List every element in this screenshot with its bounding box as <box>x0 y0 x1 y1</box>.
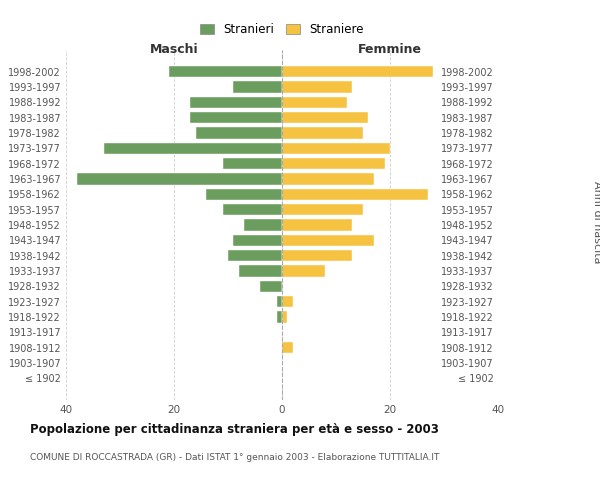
Text: Anni di nascita: Anni di nascita <box>592 181 600 264</box>
Bar <box>282 96 347 108</box>
Bar <box>282 142 390 154</box>
Text: Femmine: Femmine <box>358 44 422 57</box>
Bar <box>282 188 428 200</box>
Bar <box>190 96 282 108</box>
Bar <box>282 66 433 78</box>
Bar <box>282 234 374 246</box>
Bar <box>277 312 282 323</box>
Bar <box>228 250 282 262</box>
Bar <box>233 81 282 92</box>
Bar <box>282 173 374 184</box>
Text: COMUNE DI ROCCASTRADA (GR) - Dati ISTAT 1° gennaio 2003 - Elaborazione TUTTITALI: COMUNE DI ROCCASTRADA (GR) - Dati ISTAT … <box>30 452 439 462</box>
Bar <box>239 266 282 277</box>
Bar <box>277 296 282 308</box>
Bar <box>223 158 282 170</box>
Text: Maschi: Maschi <box>149 44 199 57</box>
Bar <box>282 296 293 308</box>
Bar <box>282 342 293 353</box>
Bar <box>282 266 325 277</box>
Text: Popolazione per cittadinanza straniera per età e sesso - 2003: Popolazione per cittadinanza straniera p… <box>30 422 439 436</box>
Bar <box>282 219 352 231</box>
Bar <box>206 188 282 200</box>
Bar <box>104 142 282 154</box>
Bar <box>282 81 352 92</box>
Bar <box>282 204 363 216</box>
Bar <box>169 66 282 78</box>
Legend: Stranieri, Straniere: Stranieri, Straniere <box>197 21 367 38</box>
Bar <box>233 234 282 246</box>
Bar <box>244 219 282 231</box>
Bar <box>282 127 363 138</box>
Bar <box>282 112 368 124</box>
Bar <box>190 112 282 124</box>
Bar <box>260 280 282 292</box>
Bar <box>282 312 287 323</box>
Bar <box>282 158 385 170</box>
Bar <box>77 173 282 184</box>
Y-axis label: Fasce di età: Fasce di età <box>0 192 3 258</box>
Bar <box>282 250 352 262</box>
Bar <box>196 127 282 138</box>
Bar <box>223 204 282 216</box>
